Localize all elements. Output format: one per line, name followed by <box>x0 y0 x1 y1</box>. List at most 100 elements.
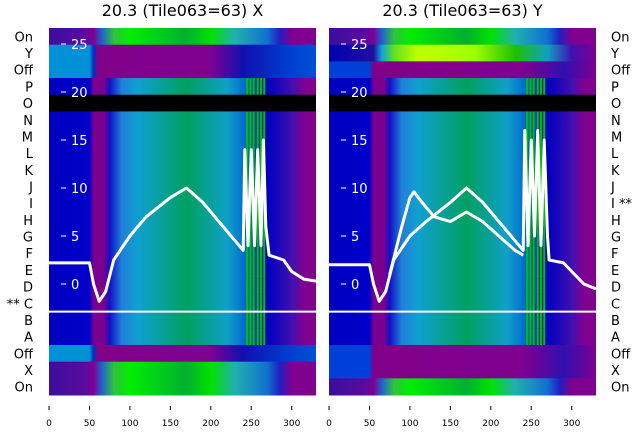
heatmap-row <box>49 244 316 263</box>
green-stripe <box>532 78 535 96</box>
green-stripe <box>543 211 546 229</box>
green-stripe <box>259 261 262 279</box>
green-stripe <box>263 244 266 263</box>
green-stripe <box>259 111 262 129</box>
heatmap-row <box>49 261 316 279</box>
green-stripe <box>536 111 539 129</box>
panel-x: 20.3 (Tile063=63) XOnYOffPONMLKJIHGFED**… <box>7 1 317 429</box>
heatmap-row <box>49 294 316 313</box>
green-stripe <box>536 328 539 346</box>
row-label: Y <box>610 47 619 62</box>
heatmap-row <box>49 278 316 296</box>
row-label: E <box>25 264 33 279</box>
green-stripe <box>543 328 546 346</box>
row-label: J <box>610 180 615 195</box>
green-stripe <box>526 144 529 162</box>
heatmap-row <box>329 228 596 246</box>
row-label: L <box>611 147 619 162</box>
green-stripe <box>529 278 532 296</box>
green-stripe <box>246 328 249 346</box>
row-label: L <box>26 147 34 162</box>
green-stripe <box>249 261 252 279</box>
green-stripe <box>536 211 539 229</box>
green-stripe <box>543 194 546 212</box>
row-label: X <box>611 364 620 379</box>
row-label: G <box>23 231 33 246</box>
green-stripe <box>252 278 255 296</box>
green-stripe <box>526 244 529 263</box>
heatmap-row <box>49 211 316 229</box>
green-stripe <box>532 111 535 129</box>
y-tick-label: 0 <box>351 278 359 293</box>
green-stripe <box>249 278 252 296</box>
green-stripe <box>526 128 529 146</box>
row-label: A <box>611 331 620 346</box>
row-label: B <box>24 314 33 329</box>
row-label: M <box>22 130 33 145</box>
x-tick-label: 250 <box>243 419 260 429</box>
row-label: G <box>611 231 621 246</box>
heatmap-row <box>49 344 316 363</box>
green-stripe <box>263 78 266 96</box>
y-tick-label: 10 <box>351 182 368 197</box>
green-stripe <box>526 328 529 346</box>
green-stripe <box>252 328 255 346</box>
green-stripe <box>529 311 532 329</box>
heatmap-row <box>49 228 316 246</box>
green-stripe <box>543 111 546 129</box>
green-stripe <box>532 261 535 279</box>
green-stripe <box>246 161 249 179</box>
green-stripe <box>529 294 532 313</box>
green-stripe <box>526 311 529 329</box>
green-stripe <box>539 144 542 162</box>
green-stripe <box>252 311 255 329</box>
y-tick-label: 15 <box>71 134 88 149</box>
green-stripe <box>256 244 259 263</box>
x-tick-label: 0 <box>326 419 332 429</box>
heatmap-row <box>329 144 596 162</box>
green-stripe <box>536 244 539 263</box>
green-stripe <box>543 228 546 246</box>
x-tick-label: 200 <box>482 419 499 429</box>
heatmap-row <box>329 194 596 212</box>
panel-title: 20.3 (Tile063=63) X <box>102 1 264 20</box>
row-label: F <box>26 247 33 262</box>
green-stripe <box>539 294 542 313</box>
green-stripe <box>536 78 539 96</box>
heatmap-row <box>329 44 596 62</box>
green-stripe <box>529 244 532 263</box>
heatmap-row <box>329 294 596 313</box>
panel-title: 20.3 (Tile063=63) Y <box>382 1 543 20</box>
row-label: D <box>611 281 621 296</box>
green-stripe <box>526 294 529 313</box>
heatmap-row <box>49 94 316 112</box>
green-stripe <box>256 311 259 329</box>
heatmap-row <box>49 194 316 212</box>
green-stripe <box>532 144 535 162</box>
green-stripe <box>532 278 535 296</box>
heatmap-row <box>49 178 316 196</box>
green-stripe <box>249 311 252 329</box>
row-label: D <box>23 281 33 296</box>
green-stripe <box>263 111 266 129</box>
green-stripe <box>543 311 546 329</box>
y-tick-label: 25 <box>351 38 368 53</box>
heatmap-row <box>49 78 316 96</box>
y-tick-label: 15 <box>351 134 368 149</box>
green-stripe <box>259 311 262 329</box>
row-label: On <box>15 30 33 45</box>
x-tick-label: 150 <box>442 419 459 429</box>
green-stripe <box>532 294 535 313</box>
green-stripe <box>252 294 255 313</box>
green-stripe <box>532 328 535 346</box>
green-stripe <box>246 278 249 296</box>
heatmap-row <box>329 344 596 363</box>
green-stripe <box>246 128 249 146</box>
green-stripe <box>259 244 262 263</box>
green-stripe <box>256 228 259 246</box>
row-label: I ** <box>611 197 632 212</box>
heatmap-row <box>49 311 316 329</box>
green-stripe <box>256 211 259 229</box>
row-label: M <box>611 130 622 145</box>
green-stripe <box>259 278 262 296</box>
